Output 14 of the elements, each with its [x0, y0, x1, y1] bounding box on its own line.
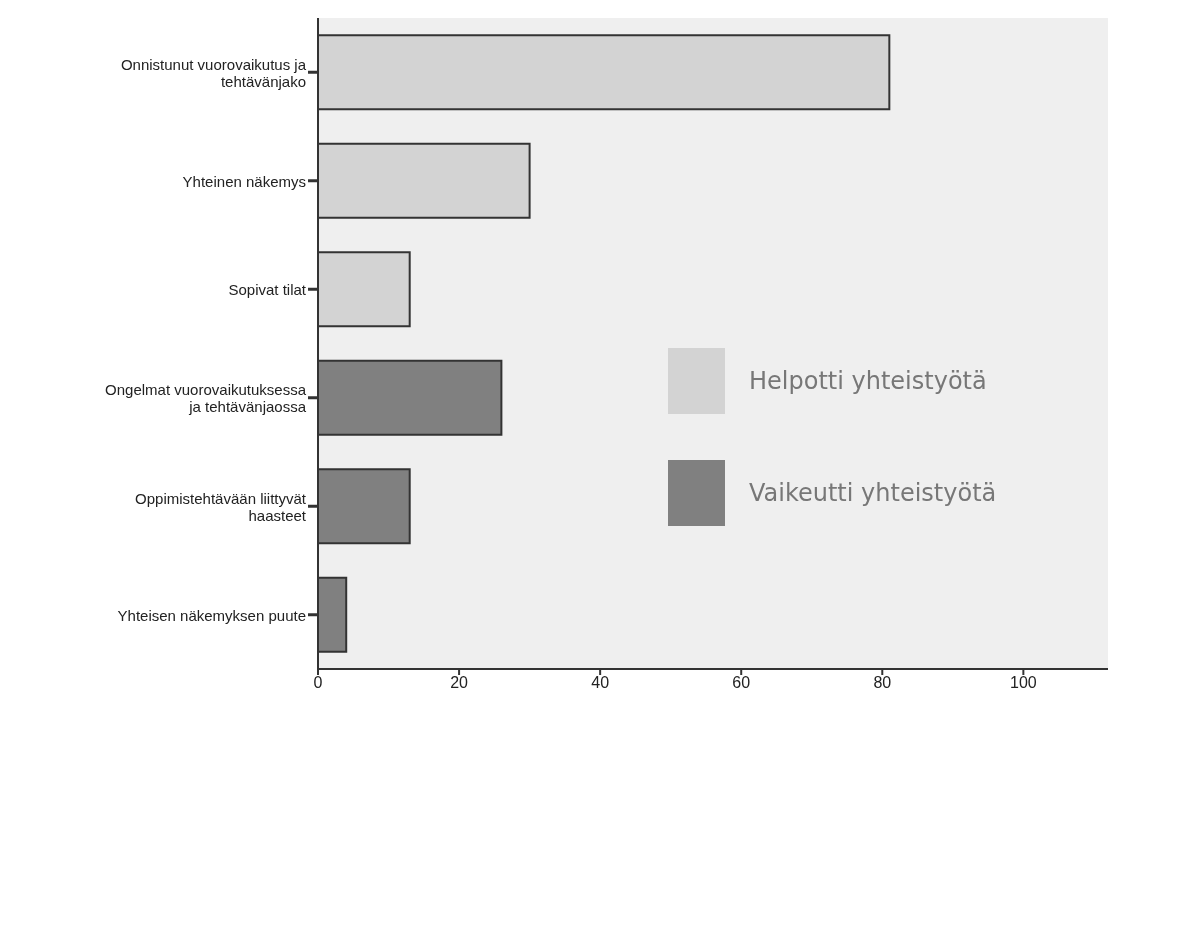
- x-tick-label: 60: [732, 674, 751, 692]
- x-tick-label: 100: [1010, 674, 1037, 692]
- x-tick-label: 20: [450, 674, 469, 692]
- text: Helpotti yhteistyötä: [749, 367, 987, 395]
- text: Vaikeutti yhteistyötä: [749, 479, 997, 507]
- x-tick-label: 80: [873, 674, 892, 692]
- y-tick-label: Onnistunut vuorovaikutus ja tehtävänjako: [120, 55, 307, 90]
- x-tick-label: 40: [591, 674, 610, 692]
- y-tick-label: Ongelmat vuorovaikutuksessa ja tehtävänjaossa: [105, 380, 307, 415]
- x-tick-label: 0: [313, 674, 323, 692]
- y-tick-label: Yhteinen näkemys: [182, 172, 306, 190]
- y-tick-label: Yhteisen näkemyksen puute: [117, 606, 306, 624]
- y-tick-label: Sopivat tilat: [228, 280, 307, 298]
- y-tick-label: Oppimistehtävään liittyvät haasteet: [135, 489, 307, 524]
